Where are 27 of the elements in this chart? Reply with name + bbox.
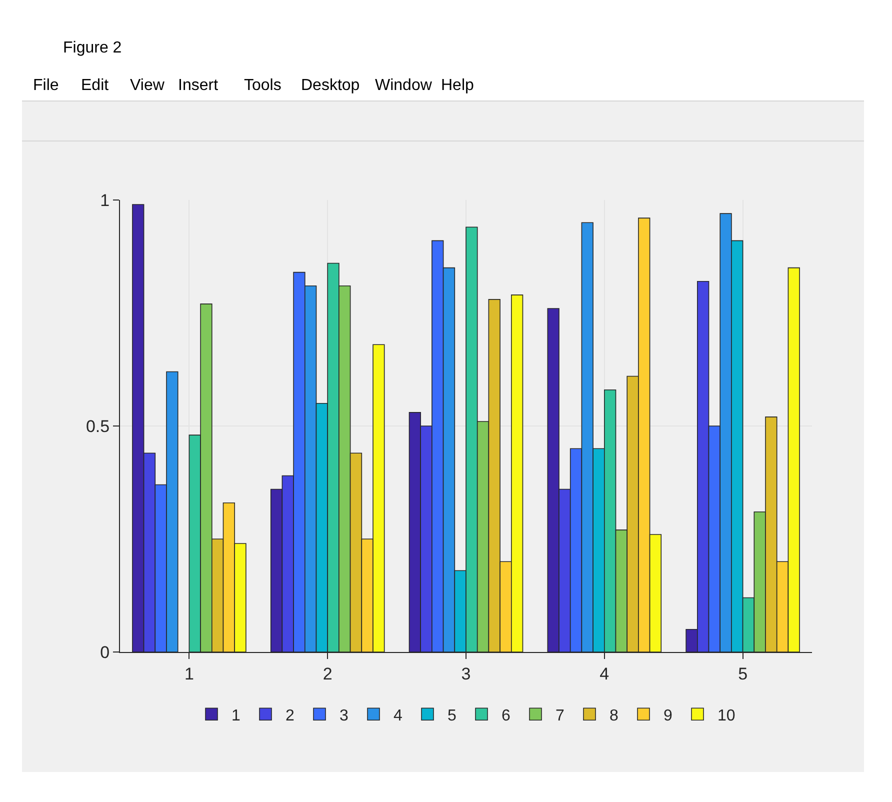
legend-label: 4 — [394, 707, 402, 724]
legend-label: 5 — [448, 707, 456, 724]
x-tick-label: 4 — [600, 664, 610, 684]
legend-label: 1 — [232, 707, 240, 724]
legend-label: 6 — [502, 707, 510, 724]
text: File — [33, 77, 59, 94]
legend-label: 9 — [664, 707, 672, 724]
x-tick-label: 3 — [461, 664, 471, 684]
text: View — [130, 77, 165, 94]
y-tick-label: 1 — [100, 190, 110, 210]
text: Window — [375, 77, 432, 94]
x-tick-label: 5 — [738, 664, 748, 684]
text: Edit — [81, 77, 110, 94]
legend-label: 3 — [340, 707, 348, 724]
legend-label: 7 — [556, 707, 564, 724]
legend-label: 2 — [286, 707, 294, 724]
legend-label: 8 — [610, 707, 618, 724]
chart-title: Figure 2 — [63, 40, 122, 57]
text: Insert — [178, 77, 219, 94]
text: Tools — [244, 77, 282, 94]
text: Help — [441, 77, 474, 94]
x-tick-label: 1 — [184, 664, 194, 684]
x-tick-label: 2 — [322, 664, 332, 684]
y-tick-label: 0.5 — [86, 416, 110, 436]
y-tick-label: 0 — [100, 642, 110, 662]
text: Desktop — [301, 77, 360, 94]
legend-label: 10 — [718, 707, 736, 724]
